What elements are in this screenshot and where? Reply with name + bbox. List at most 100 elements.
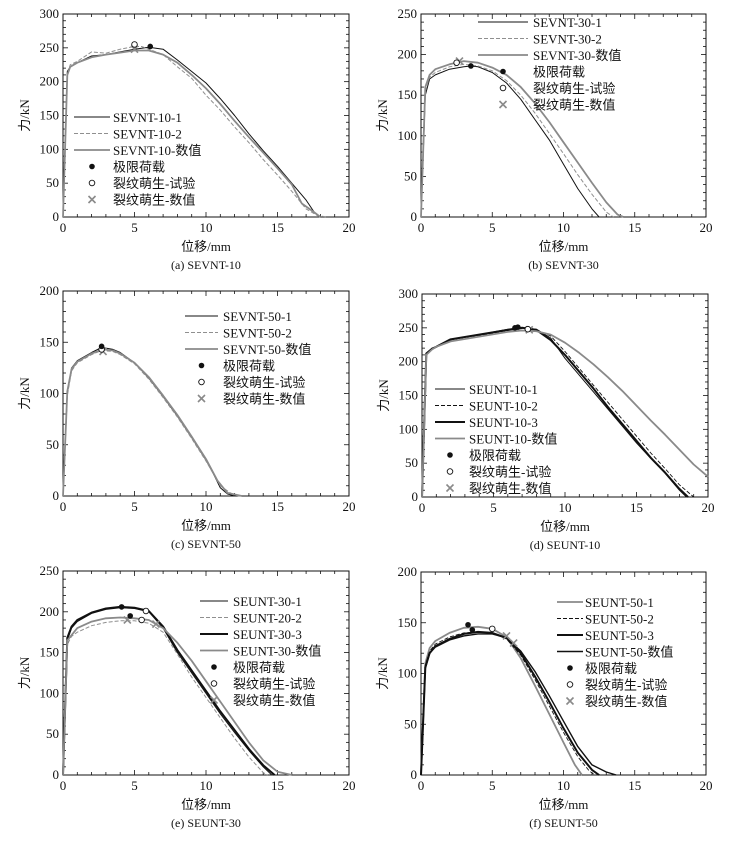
crack-test-marker [499,84,507,92]
legend-label: SEUNT-30-数值 [233,644,321,659]
x-axis-label: 位移/mm [181,239,231,254]
legend: SEVNT-50-1 SEVNT-50-2SEVNT-50-数值极限荷载裂纹萌生-… [185,309,311,407]
crack-test-marker [88,179,96,187]
x-tick-label: 20 [700,778,713,793]
y-tick-label: 100 [398,128,418,143]
x-tick-label: 10 [200,220,213,235]
y-tick-label: 250 [398,6,418,21]
y-tick-label: 150 [40,108,60,123]
y-tick-label: 50 [404,168,417,183]
x-tick-label: 20 [343,499,356,514]
legend-label: 裂纹萌生-试验 [113,176,195,191]
ultimate-load-marker [127,613,134,619]
crack-numeric-marker [151,619,161,629]
ultimate-load-marker [447,452,453,458]
y-tick-label: 0 [53,209,60,224]
y-tick-label: 100 [398,666,418,681]
y-tick-label: 200 [40,604,60,619]
y-tick-label: 200 [40,74,60,89]
crack-numeric-marker [502,631,511,641]
y-tick-label: 150 [399,388,419,403]
legend-label: 极限荷载 [113,160,165,175]
x-tick-label: 15 [271,499,284,514]
x-tick-label: 0 [418,778,425,793]
y-tick-label: 200 [398,47,418,62]
x-tick-label: 15 [628,220,641,235]
subplot-caption: (b) SEVNT-30 [528,258,599,272]
x-axis-label: 位移/mm [181,518,231,533]
legend-label: SEUNT-50-1 [585,595,654,610]
legend-label: SEVNT-50-数值 [223,342,311,357]
legend: SEVNT-30-1 SEVNT-30-2SEVNT-30-数值极限荷载裂纹萌生-… [478,15,621,113]
crack-test-marker [198,378,205,386]
y-tick-label: 200 [399,354,419,369]
series-line [421,326,689,498]
x-tick-label: 5 [131,778,138,793]
ultimate-load-marker [118,604,125,610]
plot-frame [62,570,350,776]
legend-label: 裂纹萌生-数值 [533,98,615,113]
x-tick-label: 0 [418,220,425,235]
legend-label: 裂纹萌生-试验 [585,678,667,693]
x-tick-label: 10 [200,499,213,514]
subplot-caption: (a) SEVNT-10 [171,258,241,272]
ultimate-load-marker [567,665,573,671]
legend-label: SEVNT-50-2 [223,326,292,341]
crack-numeric-marker [498,100,508,109]
y-tick-label: 300 [399,286,419,301]
crack-test-marker [131,41,138,48]
legend-label: SEUNT-30-1 [233,594,302,609]
x-axis-label: 位移/mm [539,797,589,812]
legend-label: 裂纹萌生-试验 [469,465,551,480]
crack-test-marker [138,616,145,624]
ultimate-load-marker [98,343,105,350]
ultimate-load-marker [468,63,474,69]
x-tick-label: 0 [419,500,426,515]
legend-label: SEVNT-30-1 [533,15,602,30]
crack-numeric-marker [87,195,97,204]
legend-label: 极限荷载 [533,65,585,80]
y-axis-label: 力/kN [17,99,32,132]
series-line [62,350,240,497]
legend-label: SEVNT-10-1 [113,110,182,125]
legend-label: SEUNT-30-3 [233,627,302,642]
series-line [62,346,235,497]
series-line [62,605,276,776]
plot-frame [62,290,350,497]
y-tick-label: 0 [411,767,418,782]
legend-label: 裂纹萌生-数值 [585,694,667,709]
y-tick-label: 0 [412,489,419,504]
y-tick-label: 0 [411,209,418,224]
y-tick-label: 100 [40,141,60,156]
x-tick-label: 15 [630,500,643,515]
crack-numeric-marker [197,394,206,403]
x-tick-label: 10 [557,778,570,793]
legend-label: SEVNT-30-数值 [533,48,621,63]
legend-label: SEUNT-20-2 [233,611,302,626]
x-tick-label: 5 [490,500,497,515]
y-tick-label: 50 [46,726,59,741]
subplot-caption: (c) SEVNT-50 [171,537,241,551]
series-line [420,65,600,218]
legend: SEVNT-10-1 SEVNT-10-2SEVNT-10-数值极限荷载裂纹萌生-… [74,110,201,208]
series-line [62,616,293,776]
y-tick-label: 50 [46,437,59,452]
x-axis-label: 位移/mm [540,519,590,534]
legend-label: SEUNT-10-1 [469,382,538,397]
y-axis-label: 力/kN [375,99,390,132]
series-line [420,60,624,218]
crack-numeric-marker [130,45,139,54]
plot-frame [421,293,709,498]
y-tick-label: 50 [404,716,417,731]
ultimate-load-marker [469,627,476,633]
